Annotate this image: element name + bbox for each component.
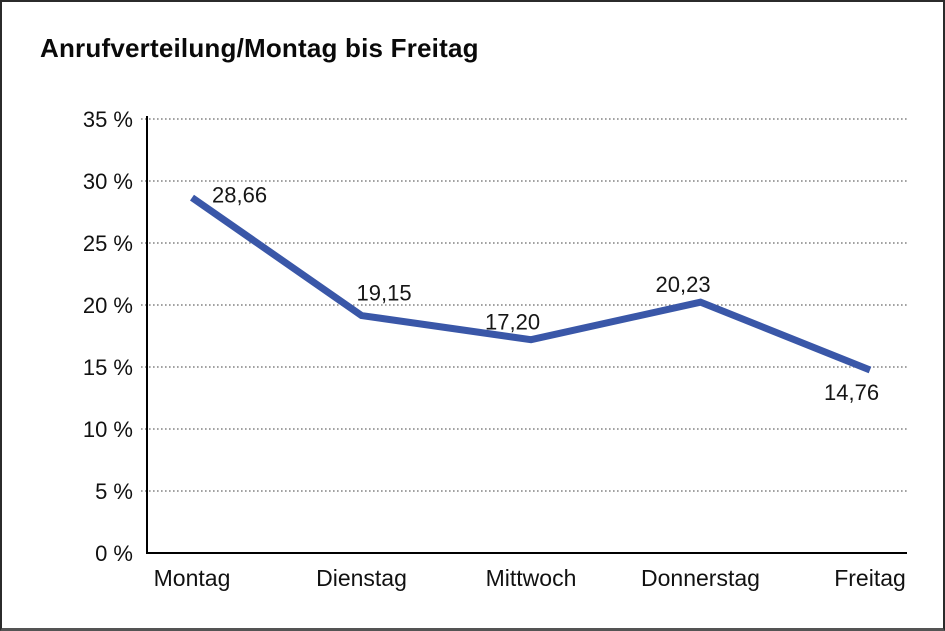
x-tick-label-donnerstag: Donnerstag xyxy=(641,565,760,591)
y-tick-label-35pct: 35 % xyxy=(83,107,133,132)
y-tick-label-20pct: 20 % xyxy=(83,293,133,318)
data-label-freitag: 14,76 xyxy=(824,380,879,405)
x-tick-label-mittwoch: Mittwoch xyxy=(486,565,577,591)
data-line-anrufverteilung xyxy=(190,194,872,374)
data-label-dienstag: 19,15 xyxy=(357,281,412,306)
y-tick-label-10pct: 10 % xyxy=(83,417,133,442)
data-label-mittwoch: 17,20 xyxy=(485,310,540,335)
y-tick-label-0pct: 0 % xyxy=(95,541,133,566)
data-label-donnerstag: 20,23 xyxy=(656,272,711,297)
y-tick-label-30pct: 30 % xyxy=(83,169,133,194)
x-tick-label-dienstag: Dienstag xyxy=(316,565,407,591)
chart-title: Anrufverteilung/Montag bis Freitag xyxy=(40,33,479,63)
x-tick-label-montag: Montag xyxy=(154,565,231,591)
y-tick-label-5pct: 5 % xyxy=(95,479,133,504)
y-tick-label-15pct: 15 % xyxy=(83,355,133,380)
y-tick-label-25pct: 25 % xyxy=(83,231,133,256)
x-tick-label-freitag: Freitag xyxy=(834,565,906,591)
data-label-montag: 28,66 xyxy=(212,183,267,208)
